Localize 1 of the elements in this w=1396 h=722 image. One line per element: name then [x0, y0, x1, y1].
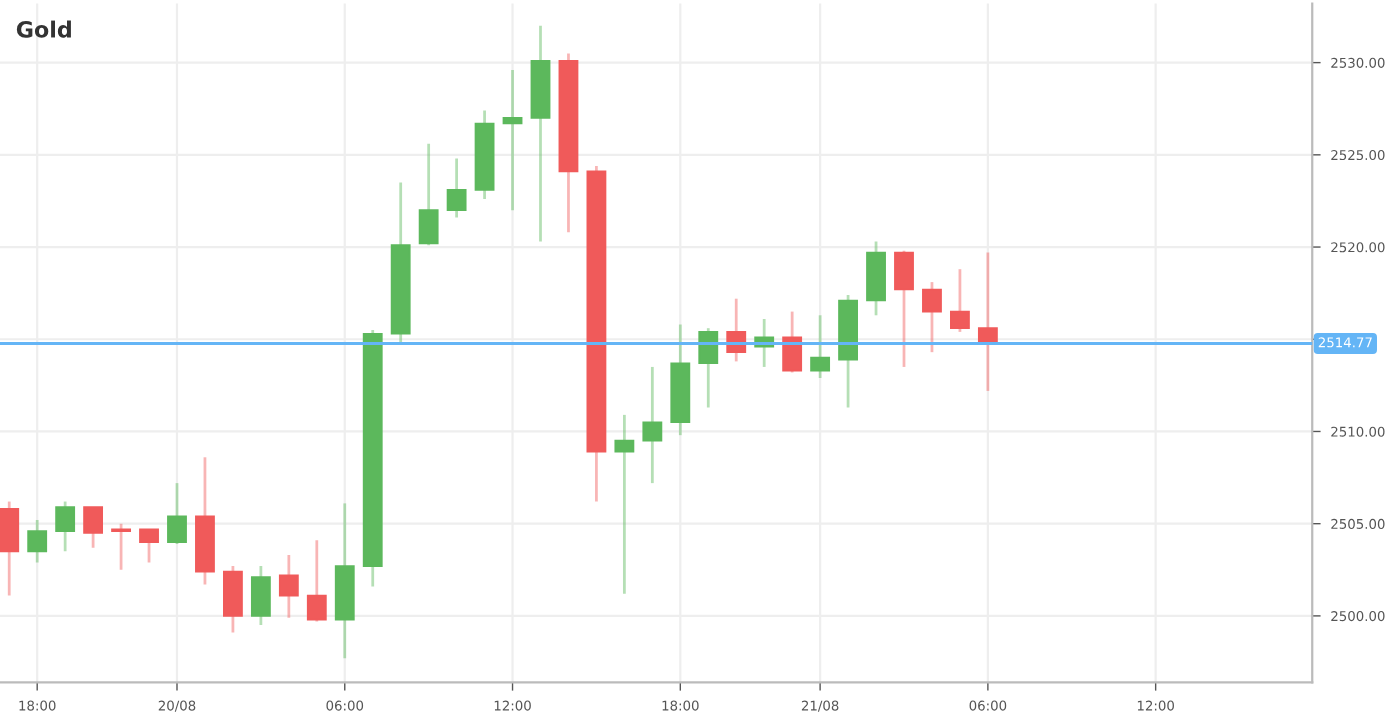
text: Gold: [16, 20, 71, 38]
